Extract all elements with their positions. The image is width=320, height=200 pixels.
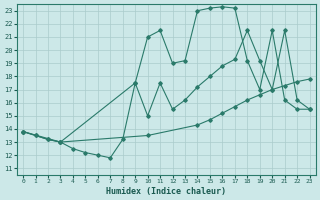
X-axis label: Humidex (Indice chaleur): Humidex (Indice chaleur) <box>106 187 226 196</box>
